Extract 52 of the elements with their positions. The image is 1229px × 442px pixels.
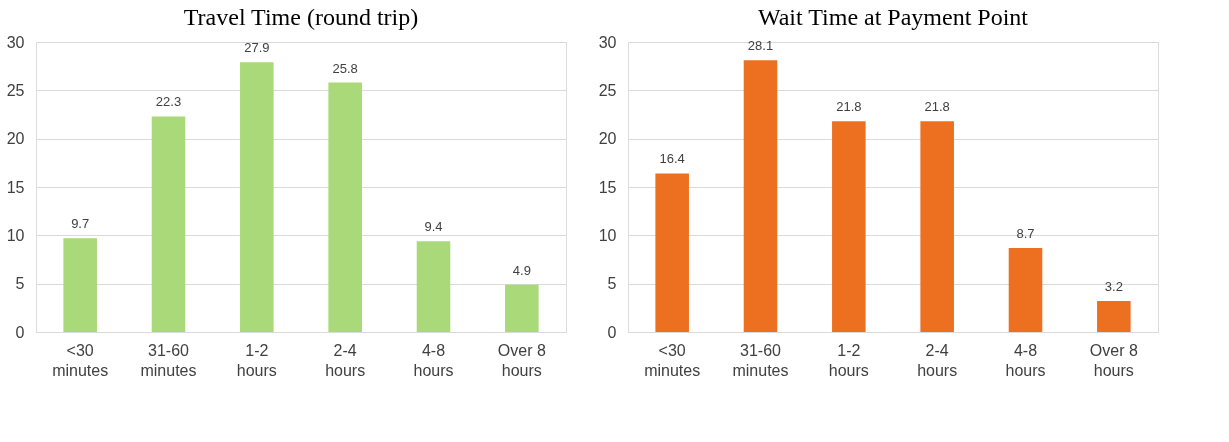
- bar: [328, 82, 362, 332]
- x-tick-label: 31-60 minutes: [140, 341, 197, 379]
- y-tick-label: 10: [598, 226, 617, 244]
- x-tick-label: Over 8 hours: [497, 341, 546, 379]
- x-tick-label: 4-8 hours: [1005, 341, 1046, 379]
- bar: [920, 121, 954, 332]
- y-tick-label: 20: [598, 130, 617, 148]
- bar: [1097, 301, 1131, 332]
- y-tick-label: 25: [598, 81, 617, 99]
- bar: [1008, 247, 1043, 332]
- y-tick-label: 5: [607, 275, 617, 293]
- data-label: 21.8: [836, 99, 862, 115]
- bar: [151, 116, 186, 332]
- data-label: 8.7: [1016, 225, 1035, 241]
- x-tick-label: Over 8 hours: [1089, 341, 1138, 379]
- x-tick-label: 4-8 hours: [413, 341, 454, 379]
- x-tick-label: <30 minutes: [52, 341, 109, 379]
- y-tick-label: 0: [15, 323, 25, 341]
- data-label: 27.9: [244, 40, 270, 56]
- y-tick-label: 20: [6, 130, 25, 148]
- data-label: 22.3: [155, 94, 182, 110]
- x-tick-label: 2-4 hours: [325, 341, 366, 379]
- y-tick-label: 25: [6, 81, 25, 99]
- y-tick-label: 15: [6, 178, 25, 196]
- y-tick-label: 30: [598, 33, 617, 51]
- x-tick-label: <30 minutes: [644, 341, 701, 379]
- bar: [240, 62, 274, 332]
- x-tick-label: 1-2 hours: [236, 341, 277, 379]
- data-label: 28.1: [747, 38, 774, 54]
- y-tick-label: 15: [598, 178, 617, 196]
- chart-title: Travel Time (round trip): [183, 4, 419, 30]
- data-label: 21.8: [924, 99, 950, 115]
- data-label: 4.9: [512, 262, 531, 278]
- chart-title: Wait Time at Payment Point: [757, 4, 1029, 30]
- x-tick-label: 2-4 hours: [917, 341, 958, 379]
- y-tick-label: 10: [6, 226, 25, 244]
- data-label: 9.7: [71, 216, 90, 232]
- x-tick-label: 1-2 hours: [828, 341, 869, 379]
- bar: [63, 238, 97, 332]
- bar: [505, 284, 539, 332]
- data-label: 16.4: [659, 151, 685, 167]
- x-tick-label: 31-60 minutes: [732, 341, 789, 379]
- bar: [832, 121, 866, 332]
- bar: [743, 60, 778, 332]
- data-label: 3.2: [1104, 279, 1123, 295]
- y-tick-label: 30: [6, 33, 25, 51]
- data-label: 9.4: [424, 219, 443, 235]
- y-tick-label: 0: [607, 323, 617, 341]
- bar: [416, 241, 451, 332]
- data-label: 25.8: [332, 60, 358, 76]
- y-tick-label: 5: [15, 275, 25, 293]
- bar: [655, 173, 689, 332]
